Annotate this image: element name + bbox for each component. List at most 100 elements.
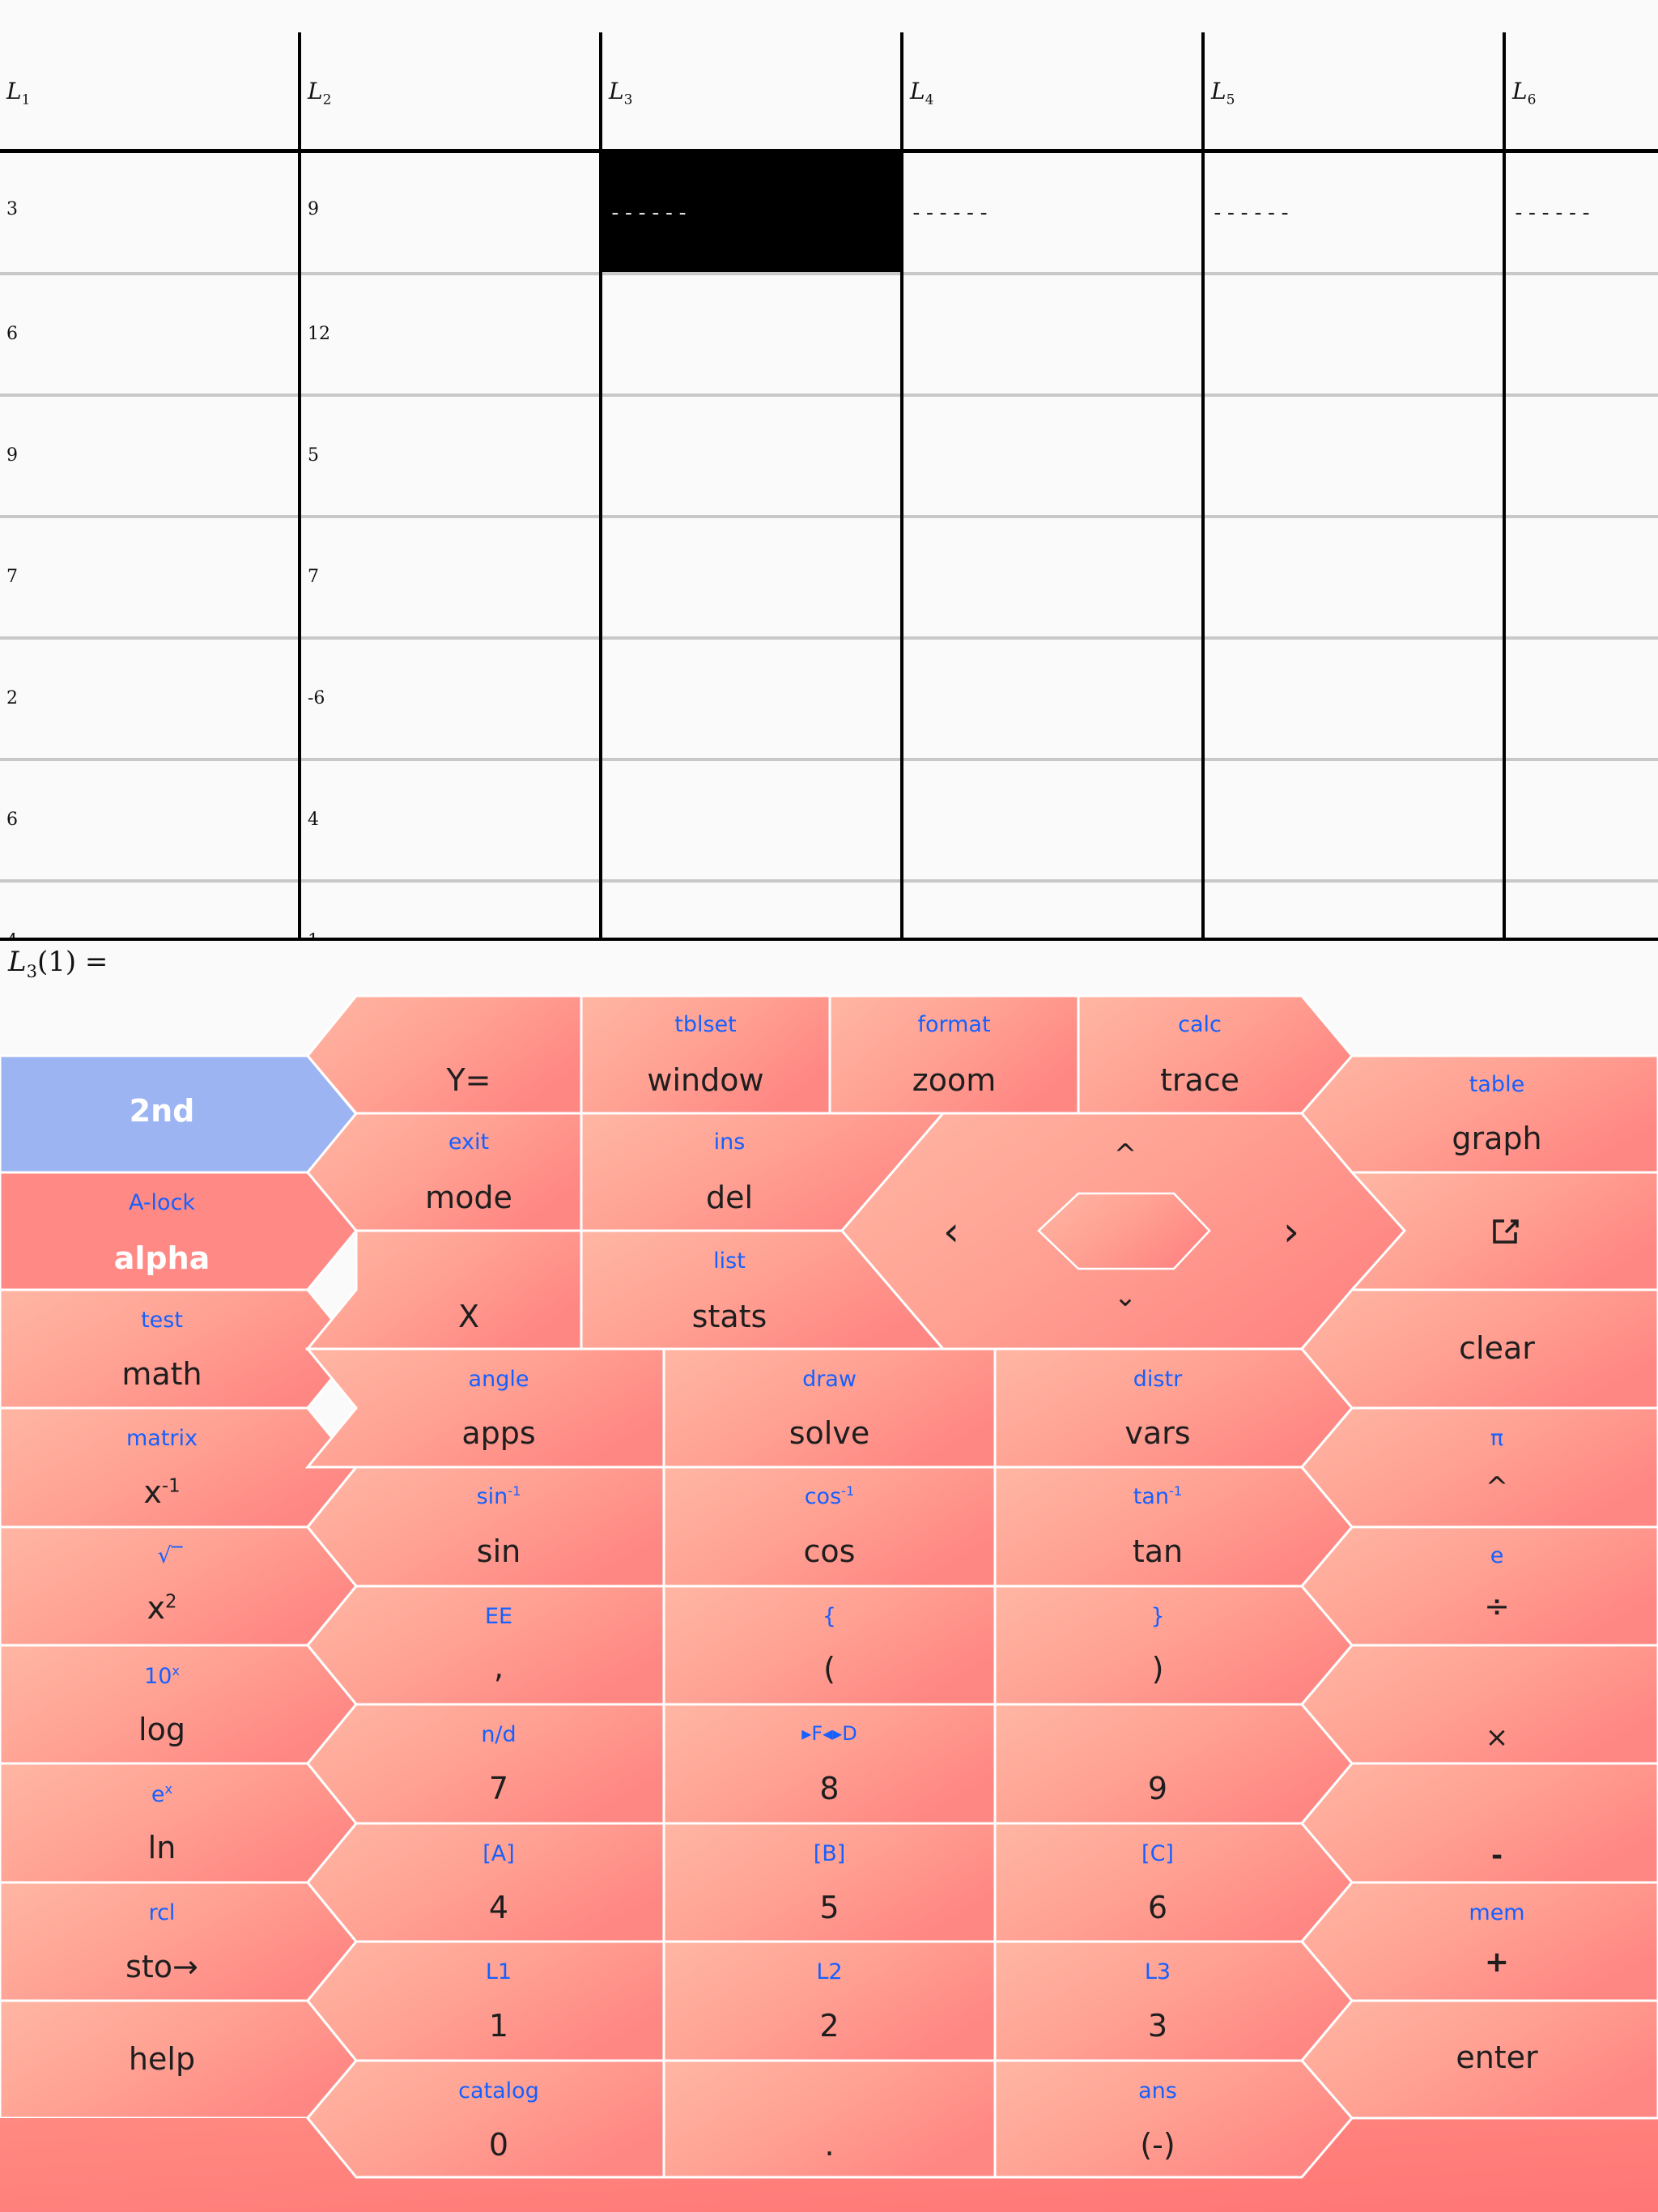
divide-key[interactable]: e ÷ bbox=[1484, 1543, 1510, 1624]
table-cell[interactable]: 12 bbox=[301, 272, 601, 390]
help-key[interactable]: help bbox=[128, 2041, 196, 2077]
table-cell[interactable]: 5 bbox=[301, 393, 601, 512]
table-cell[interactable] bbox=[1205, 758, 1504, 876]
table-cell[interactable] bbox=[1506, 515, 1658, 633]
table-cell[interactable] bbox=[1205, 636, 1504, 755]
table-cell[interactable]: 6 bbox=[0, 758, 300, 876]
table-cell[interactable] bbox=[903, 272, 1203, 390]
table-cell[interactable]: 9 bbox=[308, 199, 319, 219]
table-cell[interactable] bbox=[903, 515, 1203, 633]
table-cell[interactable] bbox=[1205, 393, 1504, 512]
column-header-l4[interactable]: L4 bbox=[910, 78, 934, 108]
table-cell[interactable] bbox=[1205, 272, 1504, 390]
table-cell[interactable] bbox=[602, 758, 902, 876]
table-cell[interactable]: 7 bbox=[0, 515, 300, 633]
sin-key[interactable]: sin-1 sin bbox=[476, 1483, 521, 1569]
three-key[interactable]: L3 3 bbox=[1144, 1959, 1171, 2044]
plus-key[interactable]: mem + bbox=[1469, 1900, 1525, 1979]
trace-key[interactable]: calc trace bbox=[1159, 1012, 1240, 1098]
table-cell[interactable]: 2 bbox=[0, 636, 300, 755]
six-key[interactable]: [C] 6 bbox=[1141, 1841, 1174, 1925]
apps-key[interactable]: angle apps bbox=[461, 1367, 536, 1451]
table-cell[interactable] bbox=[1506, 393, 1658, 512]
tan-key[interactable]: tan-1 tan bbox=[1132, 1483, 1184, 1569]
table-cell[interactable]: 3 bbox=[6, 199, 18, 219]
seven-key[interactable]: n/d 7 bbox=[481, 1722, 517, 1806]
table-cell[interactable]: ------ bbox=[1211, 201, 1292, 225]
dpad-down-button[interactable]: ⌄ bbox=[1113, 1281, 1137, 1313]
alpha-key[interactable]: A-lock alpha bbox=[113, 1190, 210, 1276]
table-cell[interactable] bbox=[602, 515, 902, 633]
table-cell[interactable] bbox=[903, 393, 1203, 512]
zero-key[interactable]: catalog 0 bbox=[458, 2078, 539, 2163]
square-key[interactable]: √‾ x2 bbox=[147, 1543, 183, 1626]
dpad-left-button[interactable]: ‹ bbox=[943, 1208, 959, 1255]
table-cell[interactable] bbox=[903, 636, 1203, 755]
multiply-key[interactable]: × bbox=[1485, 1721, 1509, 1754]
column-header-l1[interactable]: L1 bbox=[6, 78, 31, 108]
table-cell[interactable] bbox=[903, 879, 1203, 941]
table-cell[interactable]: ------ bbox=[1512, 201, 1593, 225]
five-key[interactable]: [B] 5 bbox=[813, 1841, 846, 1925]
table-cell[interactable] bbox=[1205, 879, 1504, 941]
minus-key[interactable]: - bbox=[1490, 1840, 1503, 1872]
log-key[interactable]: 10x log bbox=[138, 1663, 185, 1747]
share-key[interactable] bbox=[1336, 1172, 1658, 1290]
y-equals-key[interactable]: Y= bbox=[446, 1062, 491, 1098]
four-key[interactable]: [A] 4 bbox=[483, 1841, 515, 1925]
comma-key[interactable]: EE, bbox=[484, 1604, 513, 1685]
table-cell[interactable]: 7 bbox=[301, 515, 601, 633]
x-var-key[interactable]: X bbox=[457, 1299, 480, 1334]
one-key[interactable]: L1 1 bbox=[485, 1959, 512, 2044]
dpad-up-button[interactable]: ^ bbox=[1113, 1138, 1137, 1171]
window-key[interactable]: tblset window bbox=[647, 1012, 764, 1098]
two-key[interactable]: L2 2 bbox=[816, 1959, 843, 2044]
table-cell[interactable] bbox=[1506, 636, 1658, 755]
inverse-key[interactable]: matrix x-1 bbox=[125, 1426, 198, 1510]
nine-key[interactable]: 9 bbox=[1147, 1771, 1168, 1806]
table-cell[interactable] bbox=[1205, 515, 1504, 633]
column-header-l3[interactable]: L3 bbox=[609, 78, 633, 108]
table-cell[interactable]: 1 bbox=[301, 879, 601, 941]
table-cell[interactable] bbox=[602, 636, 902, 755]
mode-key[interactable]: exit mode bbox=[425, 1129, 512, 1215]
eight-key[interactable]: ▸F◂▸D 8 bbox=[801, 1722, 857, 1806]
stats-key[interactable]: list stats bbox=[691, 1249, 767, 1334]
table-cell[interactable] bbox=[1506, 879, 1658, 941]
dpad-right-button[interactable]: › bbox=[1283, 1208, 1299, 1255]
power-key[interactable]: π ^ bbox=[1485, 1426, 1509, 1504]
left-paren-key[interactable]: {( bbox=[822, 1604, 837, 1687]
ln-key[interactable]: ex ln bbox=[147, 1781, 176, 1865]
table-cell[interactable] bbox=[903, 758, 1203, 876]
enter-key[interactable]: enter bbox=[1456, 2040, 1538, 2075]
clear-key[interactable]: clear bbox=[1459, 1330, 1535, 1366]
column-header-l5[interactable]: L5 bbox=[1211, 78, 1235, 108]
table-cell[interactable] bbox=[1506, 758, 1658, 876]
zoom-key[interactable]: format zoom bbox=[912, 1012, 997, 1098]
sto-key[interactable]: rcl sto→ bbox=[125, 1900, 198, 1984]
table-cell[interactable]: 6 bbox=[0, 272, 300, 390]
table-cell[interactable]: 4 bbox=[301, 758, 601, 876]
math-key[interactable]: test math bbox=[121, 1308, 202, 1392]
table-cell[interactable] bbox=[602, 272, 902, 390]
del-key[interactable]: ins del bbox=[705, 1129, 754, 1215]
table-cell[interactable] bbox=[602, 393, 902, 512]
decimal-key[interactable]: . bbox=[824, 2127, 835, 2163]
graph-key[interactable]: table graph bbox=[1452, 1072, 1542, 1156]
table-cell[interactable]: ------ bbox=[910, 201, 991, 225]
column-header-l2[interactable]: L2 bbox=[308, 78, 332, 108]
second-key[interactable]: 2nd bbox=[129, 1093, 195, 1129]
solve-key[interactable]: draw solve bbox=[789, 1367, 870, 1451]
right-paren-key[interactable]: }) bbox=[1150, 1604, 1165, 1687]
cos-key[interactable]: cos-1 cos bbox=[803, 1483, 856, 1569]
negative-key[interactable]: ans (-) bbox=[1138, 2078, 1177, 2163]
table-cell[interactable] bbox=[1506, 272, 1658, 390]
table-cell[interactable] bbox=[602, 879, 902, 941]
table-cell[interactable]: 9 bbox=[0, 393, 300, 512]
table-cell[interactable]: 4 bbox=[0, 879, 300, 941]
dpad-center-button[interactable] bbox=[1044, 1195, 1206, 1268]
selected-cell[interactable]: ------ bbox=[602, 151, 902, 275]
vars-key[interactable]: distr vars bbox=[1124, 1367, 1191, 1451]
column-header-l6[interactable]: L6 bbox=[1512, 78, 1537, 108]
table-cell[interactable]: -6 bbox=[301, 636, 601, 755]
